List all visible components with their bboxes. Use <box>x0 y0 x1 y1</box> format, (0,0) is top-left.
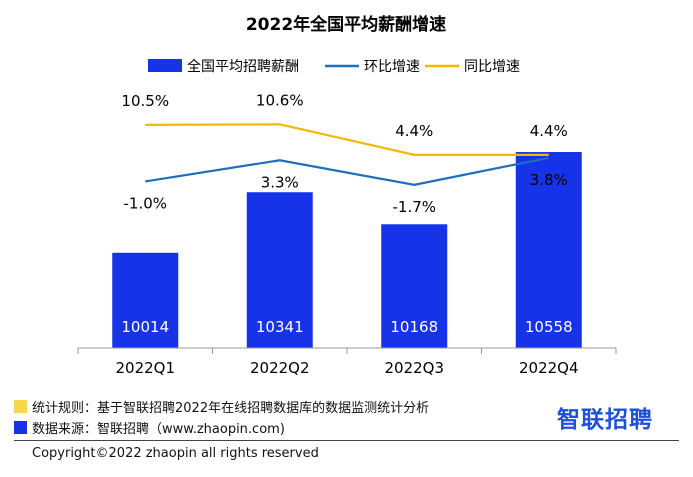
x-tick-label: 2022Q3 <box>384 359 444 377</box>
bar-2022Q4 <box>515 152 582 348</box>
legend-label-1: 环比增速 <box>364 59 420 75</box>
x-tick-label: 2022Q1 <box>115 359 175 377</box>
mom-label: -1.7% <box>392 198 436 216</box>
copyright: Copyright©2022 zhaopin all rights reserv… <box>32 446 319 461</box>
mom-label: 3.3% <box>261 173 299 191</box>
legend: 全国平均招聘薪酬 环比增速 同比增速 <box>148 58 520 75</box>
x-tick-label: 2022Q2 <box>250 359 310 377</box>
chart-title: 2022年全国平均薪酬增速 <box>246 14 446 35</box>
yoy-label: 10.6% <box>256 91 304 109</box>
bar-value-label: 10168 <box>390 318 438 336</box>
rule-note: 统计规则：基于智联招聘2022年在线招聘数据库的数据监测统计分析 <box>14 397 429 416</box>
source-note: 数据来源：智联招聘（www.zhaopin.com) <box>14 418 285 437</box>
data-labels: 10.5% 10.6% 4.4% 4.4% -1.0% 3.3% -1.7% 3.8% <box>121 91 567 216</box>
brand-logo: 智联招聘 <box>557 407 653 433</box>
x-axis: 2022Q1 2022Q2 2022Q3 2022Q4 <box>77 347 617 377</box>
yoy-label: 10.5% <box>121 92 169 110</box>
divider <box>14 440 679 441</box>
legend-swatch-bar <box>148 59 182 72</box>
mom-label: -1.0% <box>123 194 167 212</box>
x-tick-label: 2022Q4 <box>519 359 579 377</box>
yoy-line <box>145 123 549 156</box>
bar-2022Q2 <box>246 192 313 348</box>
yoy-label: 4.4% <box>395 122 433 140</box>
chart-svg: 2022年全国平均薪酬增速 全国平均招聘薪酬 环比增速 同比增速 10014 1034… <box>77 14 617 377</box>
bar-value-label: 10014 <box>121 318 169 336</box>
source-swatch <box>14 421 27 434</box>
bar-value-label: 10558 <box>525 318 573 336</box>
mom-label: 3.8% <box>530 171 568 189</box>
lines <box>145 123 549 186</box>
rule-text: 统计规则：基于智联招聘2022年在线招聘数据库的数据监测统计分析 <box>32 401 430 416</box>
mom-line <box>145 156 549 186</box>
bar-value-label: 10341 <box>256 318 304 336</box>
legend-label-2: 同比增速 <box>464 59 520 75</box>
yoy-label: 4.4% <box>530 122 568 140</box>
bar-2022Q3 <box>381 224 448 348</box>
bars: 10014 10341 10168 10558 <box>112 152 582 348</box>
rule-swatch <box>14 400 27 413</box>
source-text: 数据来源：智联招聘（www.zhaopin.com) <box>32 422 285 437</box>
legend-label-0: 全国平均招聘薪酬 <box>187 58 299 75</box>
bar-2022Q1 <box>112 252 179 348</box>
